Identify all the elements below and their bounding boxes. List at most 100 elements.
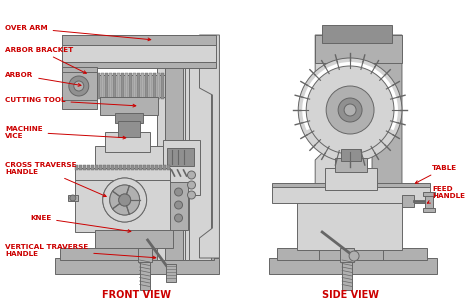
Bar bbox=[184, 35, 189, 260]
Bar bbox=[164, 35, 182, 260]
Circle shape bbox=[349, 251, 359, 261]
Bar bbox=[151, 165, 154, 170]
Bar bbox=[118, 121, 140, 137]
Polygon shape bbox=[200, 35, 219, 258]
Bar bbox=[145, 73, 148, 99]
Bar bbox=[170, 182, 188, 230]
Bar bbox=[135, 165, 137, 170]
Bar bbox=[161, 73, 164, 99]
Bar bbox=[340, 248, 354, 262]
Circle shape bbox=[298, 58, 402, 162]
Bar bbox=[113, 73, 116, 99]
Bar bbox=[143, 165, 146, 170]
Bar bbox=[105, 132, 150, 152]
Bar bbox=[109, 73, 112, 99]
Bar bbox=[315, 35, 402, 63]
Text: CROSS TRAVERSE
HANDLE: CROSS TRAVERSE HANDLE bbox=[5, 161, 106, 196]
Bar bbox=[277, 248, 427, 260]
Bar bbox=[159, 165, 162, 170]
Bar bbox=[75, 168, 170, 190]
Bar bbox=[79, 165, 82, 170]
Circle shape bbox=[338, 98, 362, 122]
Bar bbox=[68, 195, 78, 201]
Bar bbox=[125, 73, 128, 99]
Polygon shape bbox=[315, 35, 345, 185]
Bar bbox=[95, 230, 173, 248]
Circle shape bbox=[306, 66, 394, 154]
Circle shape bbox=[326, 86, 374, 134]
Bar bbox=[133, 73, 136, 99]
Bar bbox=[100, 97, 157, 115]
Wedge shape bbox=[302, 62, 398, 130]
Bar bbox=[156, 73, 160, 99]
Circle shape bbox=[103, 178, 146, 222]
Bar bbox=[115, 113, 143, 123]
Bar bbox=[62, 62, 217, 68]
Bar bbox=[87, 165, 90, 170]
Circle shape bbox=[74, 81, 84, 91]
Bar bbox=[319, 195, 383, 260]
Bar bbox=[325, 168, 377, 190]
Bar bbox=[97, 73, 100, 99]
Bar bbox=[95, 146, 163, 171]
Bar bbox=[95, 165, 98, 170]
Text: FEED
HANDLE: FEED HANDLE bbox=[428, 185, 465, 203]
Bar bbox=[127, 165, 130, 170]
Circle shape bbox=[70, 195, 76, 201]
Bar bbox=[128, 73, 132, 99]
Bar bbox=[140, 258, 150, 290]
Text: OVER ARM: OVER ARM bbox=[5, 25, 151, 41]
Bar bbox=[117, 73, 120, 99]
Bar bbox=[269, 258, 437, 274]
Bar bbox=[91, 165, 94, 170]
Bar bbox=[146, 165, 150, 170]
Bar bbox=[131, 165, 134, 170]
Bar bbox=[121, 73, 124, 99]
Circle shape bbox=[103, 178, 146, 222]
Polygon shape bbox=[369, 35, 402, 185]
Bar bbox=[423, 208, 435, 212]
Bar bbox=[335, 158, 367, 172]
Bar bbox=[163, 140, 201, 195]
Circle shape bbox=[188, 181, 195, 189]
Text: CUTTING TOOL: CUTTING TOOL bbox=[5, 97, 136, 107]
Bar bbox=[342, 258, 352, 290]
Bar bbox=[60, 248, 214, 260]
Text: TABLE: TABLE bbox=[415, 165, 457, 183]
Bar bbox=[97, 75, 164, 97]
Bar bbox=[123, 165, 126, 170]
Bar bbox=[103, 165, 106, 170]
Bar bbox=[155, 165, 157, 170]
Bar bbox=[62, 72, 97, 100]
Bar bbox=[83, 165, 86, 170]
Bar bbox=[165, 264, 175, 282]
Bar bbox=[115, 165, 118, 170]
Bar bbox=[101, 73, 104, 99]
Bar bbox=[55, 258, 219, 274]
Circle shape bbox=[174, 214, 182, 222]
Bar bbox=[75, 165, 78, 170]
Text: ARBOR BRACKET: ARBOR BRACKET bbox=[5, 47, 86, 73]
Circle shape bbox=[109, 185, 140, 215]
Bar bbox=[62, 67, 97, 109]
Text: MACHINE
VICE: MACHINE VICE bbox=[5, 126, 126, 139]
Bar bbox=[272, 183, 430, 187]
Bar bbox=[99, 165, 102, 170]
Circle shape bbox=[344, 104, 356, 116]
Text: FRONT VIEW: FRONT VIEW bbox=[102, 290, 171, 300]
Circle shape bbox=[69, 76, 89, 96]
Bar bbox=[137, 248, 152, 262]
Text: ARBOR: ARBOR bbox=[5, 72, 81, 86]
Bar bbox=[163, 165, 165, 170]
Bar bbox=[153, 73, 156, 99]
Circle shape bbox=[188, 171, 195, 179]
Bar bbox=[149, 73, 152, 99]
Bar bbox=[138, 165, 142, 170]
Text: KNEE: KNEE bbox=[30, 215, 131, 232]
Circle shape bbox=[174, 201, 182, 209]
Circle shape bbox=[118, 194, 131, 206]
Text: SIDE VIEW: SIDE VIEW bbox=[321, 290, 379, 300]
Bar bbox=[118, 165, 122, 170]
Bar bbox=[402, 195, 414, 207]
Bar bbox=[107, 165, 109, 170]
